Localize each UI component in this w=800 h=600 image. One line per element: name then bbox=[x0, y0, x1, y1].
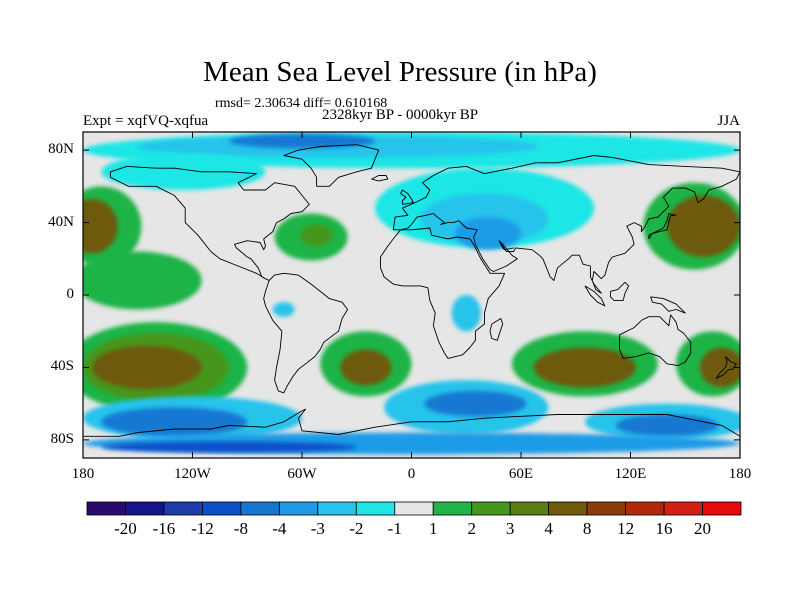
region-east-africa-low bbox=[451, 295, 481, 332]
season-label: JJA bbox=[717, 113, 740, 129]
colorbar-swatch bbox=[548, 501, 588, 516]
lon-label: 180 bbox=[728, 466, 752, 482]
region-south-atlantic-high-core bbox=[340, 349, 392, 386]
colorbar-swatch bbox=[471, 501, 511, 516]
coastline-australia bbox=[619, 314, 692, 367]
region-southern-ocean-low-pacific-core bbox=[101, 407, 248, 437]
axis-ticks bbox=[82, 132, 741, 458]
colorbar-swatch bbox=[355, 501, 396, 516]
colorbar-swatch bbox=[240, 501, 280, 516]
lon-label: 120W bbox=[174, 466, 211, 482]
region-southern-ocean-low-east-core bbox=[615, 414, 719, 437]
coastline-antarctica bbox=[83, 408, 740, 437]
coastline-madagascar bbox=[489, 318, 504, 341]
colorbar-swatch bbox=[432, 501, 473, 516]
region-north-pacific-high-east-core bbox=[83, 199, 118, 254]
colorbar-label: 20 bbox=[694, 519, 712, 538]
region-azores-high-core bbox=[300, 224, 334, 247]
colorbar-label: -16 bbox=[152, 519, 176, 538]
lat-label: 80S bbox=[50, 430, 74, 447]
colorbar-label: 1 bbox=[428, 519, 438, 538]
colorbar-label: 8 bbox=[582, 519, 592, 538]
region-southern-ocean-low-atlantic-core bbox=[424, 390, 527, 417]
coastline-indonesia-borneo bbox=[609, 281, 630, 301]
colorbar-label: -1 bbox=[387, 519, 402, 538]
region-indian-ocean-high-core bbox=[533, 347, 636, 388]
coastline-greenland bbox=[283, 144, 380, 187]
coastline-indonesia-sumatra bbox=[584, 285, 606, 307]
colorbar-label: -20 bbox=[114, 519, 137, 538]
region-eurasian-low-core bbox=[455, 217, 521, 250]
colorbar-label: -8 bbox=[233, 519, 248, 538]
colorbar-swatch bbox=[86, 501, 126, 516]
colorbar-swatch bbox=[125, 501, 165, 516]
lon-label: 60W bbox=[287, 466, 317, 482]
rmsd-diff-stats: rmsd= 2.30634 diff= 0.610168 bbox=[215, 96, 388, 111]
coastline-new-guinea bbox=[650, 296, 686, 314]
lon-label: 120E bbox=[614, 466, 647, 482]
time-period-label: 2328kyr BP - 0000kyr BP bbox=[322, 107, 479, 123]
colorbar-swatch bbox=[278, 501, 319, 516]
coastline-south-america bbox=[263, 272, 349, 394]
experiment-label: Expt = xqfVQ-xqfua bbox=[83, 113, 209, 129]
colorbar-swatch bbox=[317, 501, 357, 516]
colorbar-label: -2 bbox=[349, 519, 364, 538]
lat-label: 0 bbox=[66, 286, 75, 302]
colorbar-swatch bbox=[586, 501, 626, 516]
coastline-iceland bbox=[371, 175, 389, 182]
region-east-pacific-high-core bbox=[699, 347, 740, 388]
colorbar-label: 3 bbox=[505, 519, 515, 538]
colorbar-swatch bbox=[625, 501, 665, 516]
coastline-eurasia bbox=[392, 155, 740, 294]
colorbar-label: 16 bbox=[655, 519, 673, 538]
colorbar-label: 2 bbox=[467, 519, 476, 538]
coastline-africa bbox=[380, 227, 506, 359]
region-north-pacific-high-west-core bbox=[667, 195, 740, 257]
region-south-pacific-high-core bbox=[92, 345, 202, 390]
region-north-pacific-tropical-band bbox=[83, 251, 202, 310]
map-title: Mean Sea Level Pressure (in hPa) bbox=[203, 56, 597, 88]
coastlines bbox=[83, 144, 740, 437]
colorbar-swatch bbox=[663, 501, 703, 516]
colorbar-label: -3 bbox=[310, 519, 325, 538]
region-arctic-low-core bbox=[229, 133, 375, 149]
colorbar-swatch bbox=[394, 501, 434, 516]
colorbar-swatch bbox=[702, 501, 742, 516]
colorbar-swatch bbox=[163, 501, 203, 516]
colorbar bbox=[86, 501, 742, 516]
colorbar-label: 12 bbox=[617, 519, 635, 538]
lat-label: 40S bbox=[50, 358, 74, 375]
coastline-north-america bbox=[109, 165, 310, 281]
coastline-japan bbox=[648, 213, 677, 240]
region-north-pacific-low bbox=[101, 153, 266, 190]
colorbar-swatch bbox=[509, 501, 550, 516]
lon-label: 0 bbox=[407, 466, 416, 482]
coastline-new-zealand bbox=[715, 356, 737, 379]
lat-label: 40N bbox=[48, 213, 74, 230]
region-antarctic-core bbox=[101, 441, 357, 453]
colorbar-label: 4 bbox=[544, 519, 553, 538]
region-tropical-atlantic-low bbox=[272, 302, 295, 317]
lat-label: 80N bbox=[48, 141, 74, 158]
colorbar-label: -4 bbox=[272, 519, 287, 538]
coastline-british-isles bbox=[400, 189, 414, 205]
coastline-arabian-peninsula-gulf bbox=[498, 240, 514, 251]
colorbar-label: -12 bbox=[191, 519, 214, 538]
colorbar-swatch bbox=[202, 501, 242, 516]
lon-label: 180 bbox=[71, 466, 95, 482]
lon-label: 60E bbox=[508, 466, 534, 482]
